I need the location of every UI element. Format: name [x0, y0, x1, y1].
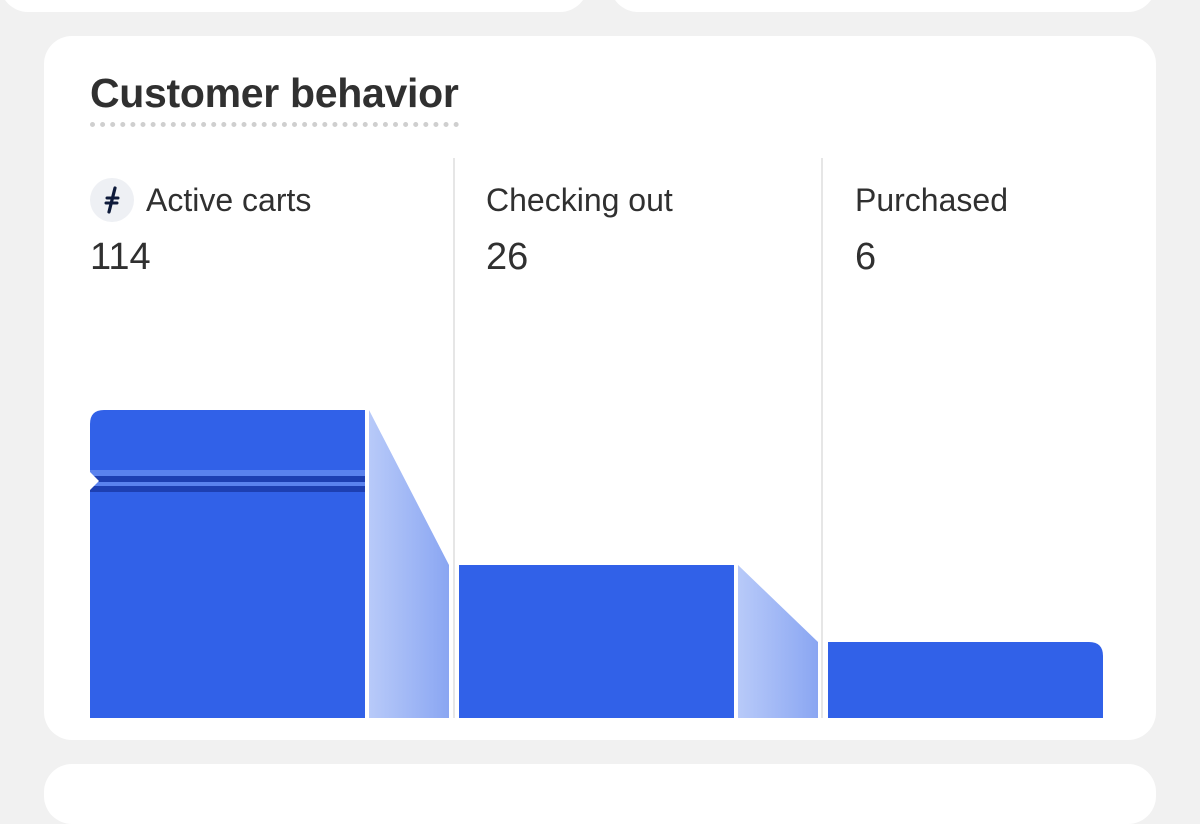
- top-left-card: [0, 0, 588, 12]
- customer-behavior-card: Customer behavior Active carts 114 Check…: [44, 36, 1156, 740]
- bar-stripe: [90, 476, 365, 482]
- stage-label: Active carts: [146, 182, 312, 218]
- funnel-bar: [828, 642, 1103, 718]
- bar-stripe: [90, 470, 365, 476]
- bar-notch: [90, 472, 99, 490]
- funnel-bar: [459, 565, 734, 718]
- stage-active-carts: Active carts 114: [90, 176, 311, 282]
- stage-checking-out: Checking out 26: [486, 176, 673, 282]
- funnel-bar: [90, 410, 365, 718]
- bottom-card: [44, 764, 1156, 824]
- stage-value: 6: [855, 236, 877, 278]
- funnel-connector: [738, 565, 818, 718]
- stage-label: Checking out: [486, 182, 673, 218]
- shopify-flow-icon: [90, 178, 134, 222]
- top-right-card: [610, 0, 1156, 12]
- column-divider: [821, 158, 823, 718]
- bar-stripe: [90, 486, 365, 492]
- stage-label: Purchased: [855, 182, 1008, 218]
- funnel-chart: [90, 410, 1103, 718]
- stage-purchased: Purchased 6: [855, 176, 1008, 282]
- column-divider: [453, 158, 455, 718]
- card-title[interactable]: Customer behavior: [90, 70, 459, 127]
- stage-value: 26: [486, 236, 529, 278]
- funnel-connector: [369, 410, 449, 718]
- bar-stripe: [90, 482, 365, 486]
- stage-value: 114: [90, 236, 151, 278]
